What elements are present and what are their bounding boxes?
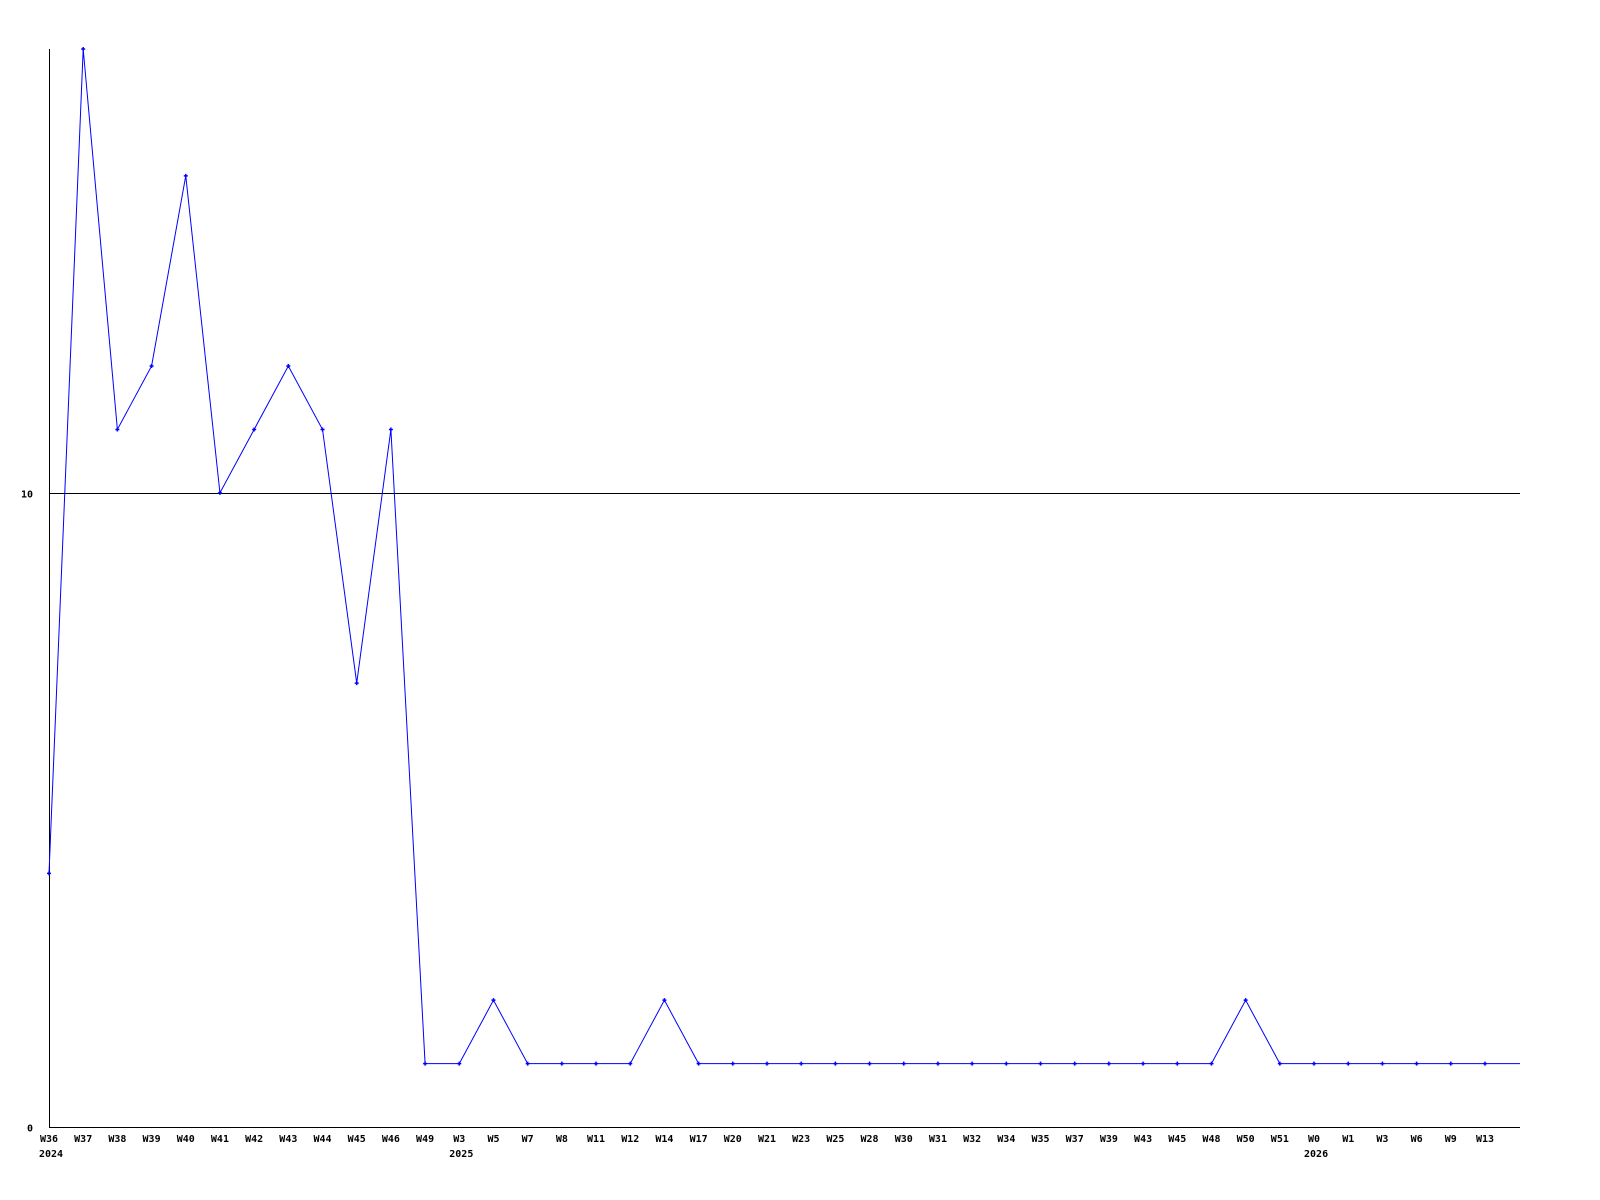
year-label: 2026 — [1304, 1149, 1328, 1160]
data-point — [1038, 1061, 1043, 1066]
data-point — [457, 1061, 462, 1066]
x-tick-label: W11 — [587, 1134, 605, 1145]
data-point — [867, 1061, 872, 1066]
data-point — [1175, 1061, 1180, 1066]
data-point — [525, 1061, 530, 1066]
data-point — [115, 427, 120, 432]
series-line — [48, 48, 1520, 1065]
data-point — [1209, 1061, 1214, 1066]
data-point — [1072, 1061, 1077, 1066]
x-tick-label: W14 — [655, 1134, 673, 1145]
x-tick-label: W44 — [313, 1134, 331, 1145]
x-tick-label: W43 — [279, 1134, 297, 1145]
x-tick-label: W21 — [758, 1134, 776, 1145]
data-point — [901, 1061, 906, 1066]
year-label: 2025 — [449, 1149, 473, 1160]
x-tick-label: W3 — [1376, 1134, 1388, 1145]
data-point — [559, 1061, 564, 1066]
x-tick-label: W35 — [1031, 1134, 1049, 1145]
x-tick-label: W31 — [929, 1134, 947, 1145]
data-point — [1312, 1061, 1317, 1066]
x-tick-label: W30 — [895, 1134, 913, 1145]
x-tick-label: W9 — [1445, 1134, 1457, 1145]
data-point — [799, 1061, 804, 1066]
data-point — [252, 427, 257, 432]
data-point — [183, 173, 188, 178]
x-tick-label: W45 — [348, 1134, 366, 1145]
data-point — [1380, 1061, 1385, 1066]
x-tick-label: W41 — [211, 1134, 229, 1145]
data-point — [730, 1061, 735, 1066]
x-tick-label: W13 — [1476, 1134, 1494, 1145]
x-tick-label: W46 — [382, 1134, 400, 1145]
data-point — [696, 1061, 701, 1066]
x-tick-label: W17 — [690, 1134, 708, 1145]
x-tick-label: W25 — [826, 1134, 844, 1145]
data-point — [1106, 1061, 1111, 1066]
data-point — [1346, 1061, 1351, 1066]
x-tick-label: W50 — [1237, 1134, 1255, 1145]
data-point — [594, 1061, 599, 1066]
x-tick-label: W37 — [74, 1134, 92, 1145]
data-point — [354, 681, 359, 686]
x-tick-label: W45 — [1168, 1134, 1186, 1145]
x-tick-label: W48 — [1202, 1134, 1220, 1145]
x-tick-label: W51 — [1271, 1134, 1289, 1145]
data-point — [935, 1061, 940, 1066]
data-point — [1141, 1061, 1146, 1066]
data-point — [320, 427, 325, 432]
x-tick-label: W8 — [556, 1134, 568, 1145]
data-point — [662, 998, 667, 1003]
data-point — [1414, 1061, 1419, 1066]
x-tick-label: W7 — [522, 1134, 534, 1145]
x-tick-label: W3 — [453, 1134, 465, 1145]
data-point — [1004, 1061, 1009, 1066]
data-point — [423, 1061, 428, 1066]
data-point — [764, 1061, 769, 1066]
data-point — [286, 364, 291, 369]
y-tick-label: 10 — [21, 490, 33, 501]
x-tick-label: W49 — [416, 1134, 434, 1145]
data-point — [628, 1061, 633, 1066]
data-point — [1448, 1061, 1453, 1066]
x-tick-label: W34 — [997, 1134, 1015, 1145]
data-point — [81, 47, 86, 51]
x-tick-label: W1 — [1342, 1134, 1354, 1145]
data-point — [970, 1061, 975, 1066]
x-tick-label: W39 — [1100, 1134, 1118, 1145]
data-point — [47, 871, 51, 876]
x-tick-label: W32 — [963, 1134, 981, 1145]
x-tick-label: W12 — [621, 1134, 639, 1145]
year-label: 2024 — [39, 1149, 63, 1160]
x-tick-label: W38 — [108, 1134, 126, 1145]
x-tick-label: W28 — [861, 1134, 879, 1145]
x-tick-label: W36 — [40, 1134, 58, 1145]
data-point — [217, 490, 222, 495]
x-tick-label: W6 — [1411, 1134, 1423, 1145]
data-point — [149, 364, 154, 369]
x-tick-label: W20 — [724, 1134, 742, 1145]
x-tick-label: W43 — [1134, 1134, 1152, 1145]
y-tick-label: 0 — [27, 1124, 33, 1135]
x-tick-label: W5 — [487, 1134, 499, 1145]
data-point — [833, 1061, 838, 1066]
data-point — [491, 998, 496, 1003]
x-tick-label: W23 — [792, 1134, 810, 1145]
data-point — [1277, 1061, 1282, 1066]
data-point — [1482, 1061, 1487, 1066]
x-tick-label: W37 — [1066, 1134, 1084, 1145]
data-point — [1243, 998, 1248, 1003]
x-tick-label: W0 — [1308, 1134, 1320, 1145]
x-tick-label: W39 — [143, 1134, 161, 1145]
x-tick-label: W40 — [177, 1134, 195, 1145]
data-point — [388, 427, 393, 432]
x-tick-label: W42 — [245, 1134, 263, 1145]
